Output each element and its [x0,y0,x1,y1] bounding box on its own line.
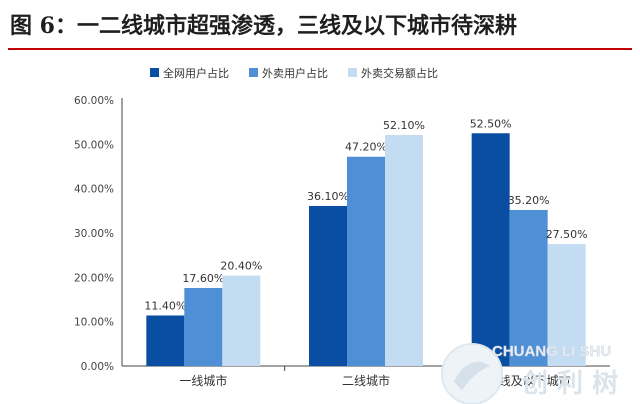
data-label: 36.10% [307,190,349,203]
bar [184,287,223,366]
y-tick-label: 40.00% [74,184,114,196]
data-label: 52.50% [470,117,512,130]
data-label: 47.20% [345,141,387,154]
bar [385,135,423,366]
bar [509,209,548,366]
y-tick-label: 60.00% [74,95,114,107]
y-tick-label: 10.00% [74,317,114,329]
data-label: 17.60% [182,272,224,285]
x-tick-label: 二线城市 [342,373,390,388]
y-tick-label: 50.00% [74,139,114,151]
legend-label: 外卖用户占比 [262,66,328,80]
y-tick-label: 0.00% [81,361,114,373]
y-tick-label: 20.00% [74,272,114,284]
watermark-text: CHUANG LI SHU [492,343,611,360]
title-divider [8,48,632,50]
legend-label: 全网用户占比 [163,66,229,80]
legend-swatch [348,68,357,77]
data-label: 11.40% [144,299,186,312]
x-tick-label: 三线及以下城市 [487,373,571,388]
bar [347,156,385,366]
data-label: 52.10% [383,119,425,132]
legend-swatch [249,68,258,77]
data-label: 20.40% [220,260,262,273]
chart-title: 图 6：一二线城市超强渗透，三线及以下城市待深耕 [10,13,517,39]
tree-logo-leaf [454,361,490,390]
x-tick-label: 一线城市 [179,373,227,388]
y-tick-label: 30.00% [74,228,114,240]
legend-label: 外卖交易额占比 [361,66,438,80]
watermark-chinese: 创 利 树 [521,369,618,399]
bar [471,133,510,366]
bar [547,244,586,366]
data-label: 35.20% [508,194,550,207]
watermark-logo: CHUANG LI SHU 创 利 树 [441,343,618,404]
bar [146,315,185,366]
bar [309,205,347,366]
legend-swatch [150,68,159,77]
data-label: 27.50% [546,228,588,241]
bar [222,275,261,366]
